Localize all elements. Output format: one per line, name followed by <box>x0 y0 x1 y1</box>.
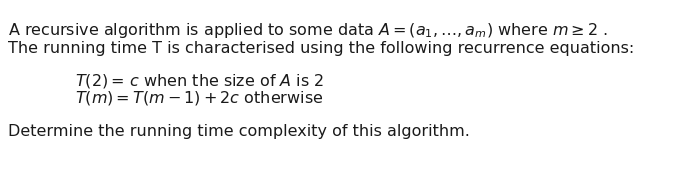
Text: Determine the running time complexity of this algorithm.: Determine the running time complexity of… <box>8 124 470 139</box>
Text: A recursive algorithm is applied to some data $A = (a_1, \ldots , a_m)$ where $m: A recursive algorithm is applied to some… <box>8 21 608 40</box>
Text: $T(m) = T(m-1) + 2c$ otherwise: $T(m) = T(m-1) + 2c$ otherwise <box>75 89 324 107</box>
Text: The running time T is characterised using the following recurrence equations:: The running time T is characterised usin… <box>8 41 634 56</box>
Text: $T(2) =\,  c$ when the size of $A$ is 2: $T(2) =\, c$ when the size of $A$ is 2 <box>75 72 324 90</box>
